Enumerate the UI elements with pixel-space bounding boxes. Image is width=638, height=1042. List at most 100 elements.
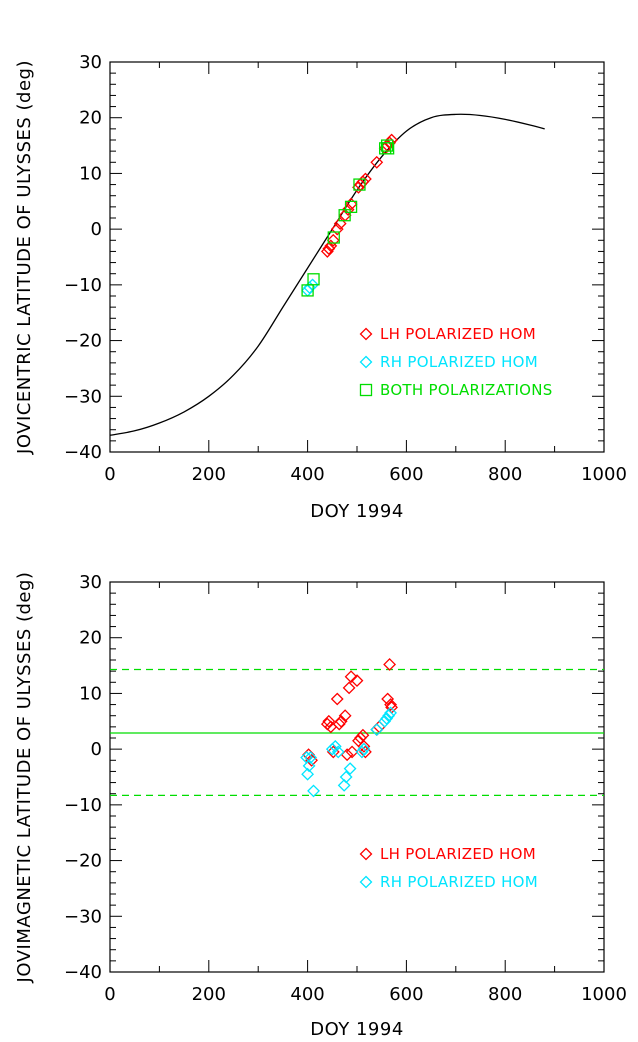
data-point xyxy=(326,233,340,247)
data-point xyxy=(356,728,370,742)
data-point xyxy=(350,674,364,688)
bottom-y-axis-title: JOVIMAGNETIC LATITUDE OF ULYSSES (deg) xyxy=(14,572,35,984)
data-point xyxy=(301,767,315,781)
data-point xyxy=(378,714,392,728)
data-point xyxy=(302,759,316,773)
data-point xyxy=(380,712,394,725)
y-tick-label: 30 xyxy=(79,572,102,593)
data-point xyxy=(304,751,317,764)
data-point xyxy=(370,155,384,169)
data-point xyxy=(382,709,396,723)
plot-frame xyxy=(109,581,605,973)
bottom-x-axis-title: DOY 1994 xyxy=(310,1019,404,1040)
data-point xyxy=(337,778,351,792)
y-tick-label: 20 xyxy=(79,108,102,129)
data-point xyxy=(333,217,347,230)
data-point xyxy=(342,681,356,695)
legend-label: BOTH POLARIZATIONS xyxy=(380,381,553,399)
data-point xyxy=(357,739,371,753)
y-tick-label: 10 xyxy=(79,683,102,704)
y-tick-label: −10 xyxy=(64,795,102,816)
data-point xyxy=(331,745,345,759)
y-tick-label: −10 xyxy=(64,275,102,296)
top-data-points xyxy=(301,133,398,297)
y-tick-label: 0 xyxy=(91,219,102,240)
x-tick-label: 400 xyxy=(290,464,324,485)
x-tick-label: 200 xyxy=(192,464,226,485)
data-point xyxy=(325,742,339,756)
bottom-ticks xyxy=(109,581,605,973)
x-tick-label: 400 xyxy=(290,984,324,1005)
x-tick-label: 200 xyxy=(192,984,226,1005)
y-tick-label: −40 xyxy=(64,962,102,983)
x-tick-label: 1000 xyxy=(581,984,627,1005)
y-tick-label: 10 xyxy=(79,163,102,184)
data-point xyxy=(344,197,358,211)
data-point xyxy=(345,745,359,759)
data-point xyxy=(332,717,346,731)
bottom-legend: LH POLARIZED HOM RH POLARIZED HOM xyxy=(359,845,538,891)
data-point xyxy=(328,739,342,753)
y-tick-label: −20 xyxy=(64,331,102,352)
bottom-reference-lines xyxy=(110,668,604,796)
legend-label: RH POLARIZED HOM xyxy=(380,873,538,891)
data-point xyxy=(341,203,355,217)
data-point xyxy=(381,692,395,706)
bottom-data-points xyxy=(300,658,398,798)
x-tick-label: 800 xyxy=(488,464,522,485)
y-tick-label: 20 xyxy=(79,628,102,649)
top-x-axis-title: DOY 1994 xyxy=(310,501,404,522)
legend-marker xyxy=(359,355,373,369)
y-tick-label: 30 xyxy=(79,52,102,73)
x-tick-label: 800 xyxy=(488,984,522,1005)
data-point xyxy=(352,180,365,194)
y-tick-label: −30 xyxy=(64,906,102,927)
data-point xyxy=(322,242,336,256)
data-point xyxy=(384,706,398,720)
legend-marker xyxy=(359,383,373,397)
data-point xyxy=(338,709,352,723)
top-legend: LH POLARIZED HOM RH POLARIZED HOM BOTH POL… xyxy=(359,325,553,399)
legend-marker xyxy=(359,875,373,889)
legend-label: RH POLARIZED HOM xyxy=(380,353,538,371)
data-point xyxy=(307,784,320,798)
y-tick-label: 0 xyxy=(91,739,102,760)
data-point xyxy=(381,142,395,155)
legend-marker xyxy=(359,327,373,341)
data-point xyxy=(322,714,336,728)
legend-label: LH POLARIZED HOM xyxy=(380,325,536,343)
data-point xyxy=(339,770,353,784)
x-tick-label: 600 xyxy=(389,464,423,485)
data-point xyxy=(343,762,357,776)
jovimagnetic-latitude-chart: 0 200 400 600 800 1000 −40 −30 −20 −10 0 10 20 30 LH … xyxy=(14,572,627,1040)
y-tick-label: −20 xyxy=(64,851,102,872)
top-tick-labels: 0 200 400 600 800 1000 −40 −30 −20 −10 0 10 20 30 xyxy=(64,52,627,485)
data-point xyxy=(307,273,320,286)
data-point xyxy=(380,139,394,152)
data-point xyxy=(327,231,340,244)
bottom-tick-labels: 0 200 400 600 800 1000 −40 −30 −20 −10 0 10 20 30 xyxy=(64,572,627,1005)
data-point xyxy=(384,698,398,711)
data-point xyxy=(353,178,366,191)
data-point xyxy=(383,658,397,671)
jovicentric-latitude-chart: 0 200 400 600 800 1000 −40 −30 −20 −10 0 10 20 30 LH … xyxy=(14,52,627,522)
x-tick-label: 0 xyxy=(104,464,115,485)
top-y-axis-title: JOVICENTRIC LATITUDE OF ULYSSES (deg) xyxy=(14,60,35,455)
data-point xyxy=(330,222,344,236)
data-point xyxy=(344,200,358,214)
x-tick-label: 1000 xyxy=(581,464,627,485)
top-ticks xyxy=(109,61,605,453)
y-tick-label: −40 xyxy=(64,442,102,463)
x-tick-label: 0 xyxy=(104,984,115,1005)
data-point xyxy=(338,209,351,222)
x-tick-label: 600 xyxy=(389,984,423,1005)
data-point xyxy=(357,742,371,756)
data-point xyxy=(355,745,369,759)
data-point xyxy=(330,692,344,706)
data-point xyxy=(334,714,348,728)
data-point xyxy=(356,175,370,189)
y-tick-label: −30 xyxy=(64,386,102,407)
legend-label: LH POLARIZED HOM xyxy=(380,845,536,863)
data-point xyxy=(370,723,384,737)
